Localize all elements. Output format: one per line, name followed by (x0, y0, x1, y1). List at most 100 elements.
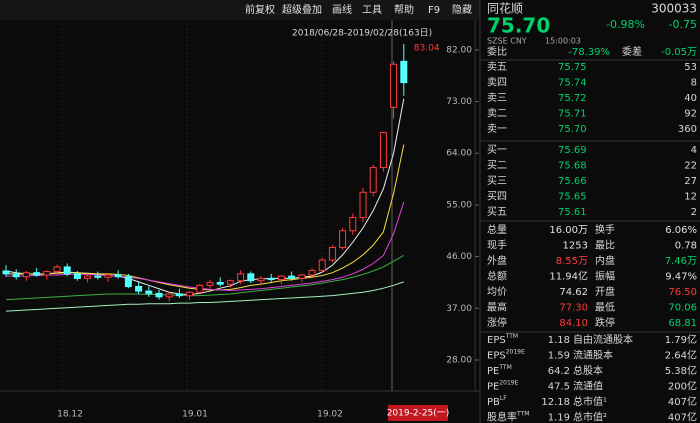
quote-text: 流通股本 (573, 349, 613, 362)
quote-text: 64.2 (548, 366, 570, 377)
quote-text: 总市值¹ (573, 395, 607, 408)
quote-text: 涨停 (487, 316, 507, 329)
quote-text: 70.06 (668, 303, 697, 314)
candle-body (135, 285, 143, 292)
date-range: 2018/06/28-2019/02/28(163日) (292, 28, 432, 39)
quote-text: 8.55万 (556, 256, 588, 267)
quote-text: 75.71 (558, 109, 587, 120)
quote-text: -78.39% (568, 47, 610, 58)
quote-text: 外盘 (487, 254, 507, 267)
quote-text: 总市值² (573, 411, 607, 423)
ma-line (6, 144, 405, 291)
quote-text: 卖五 (487, 61, 507, 73)
toolbar-button[interactable]: 隐藏 (452, 4, 472, 16)
cursor-label-box (388, 405, 448, 421)
label-sup: TTM (516, 410, 529, 417)
quote-text: -0.05万 (661, 47, 697, 58)
candle-body (277, 275, 285, 281)
label: PE (487, 382, 499, 393)
quote-text: 买一 (487, 144, 507, 156)
chart: 2018/06/28-2019/02/28(163日) 28.00 37.00 46.… (2, 20, 479, 421)
x-tick-label: 18.12 (57, 410, 83, 420)
quote-text: 卖四 (487, 77, 507, 89)
toolbar-button[interactable]: 画线 (332, 3, 352, 16)
toolbar-button[interactable]: 工具 (362, 4, 382, 16)
quote-text: 12 (684, 192, 697, 203)
quote-text: 0.78 (675, 241, 697, 252)
candle-body (288, 275, 296, 279)
candle-body (308, 269, 316, 276)
quote-text: 407亿 (668, 411, 697, 423)
quote-text: 内盘 (595, 254, 615, 267)
label: PB (487, 397, 500, 408)
quote-text: 开盘 (595, 285, 615, 298)
quote-text: 买二 (487, 160, 507, 172)
quote-text: 11.94亿 (549, 270, 588, 283)
ma-line (5, 281, 404, 312)
label: PE (487, 366, 499, 377)
candle-body (216, 281, 224, 285)
fundamental-label: EPS2019E (487, 348, 525, 362)
quote-text: 27 (684, 176, 697, 187)
candle-body (104, 274, 112, 278)
quote-text: 75.65 (558, 192, 587, 203)
candle-body (175, 293, 183, 297)
quote-text: 总量 (487, 223, 507, 236)
candle-body (257, 277, 265, 282)
candle-body (226, 280, 234, 285)
y-tick-label: 46.00 (446, 252, 472, 262)
quote-text: 75.68 (558, 161, 587, 172)
candle-body (328, 246, 336, 261)
fundamental-label: PE2019E (487, 379, 519, 393)
candle-body (298, 274, 306, 279)
quote-text: 现手 (487, 239, 507, 252)
ma-line (5, 255, 405, 301)
quote-text: 卖一 (487, 123, 507, 135)
quote-text: 卖二 (487, 108, 507, 120)
candle-body (359, 191, 367, 219)
fundamental-label: PETTM (487, 364, 512, 378)
candle-body (400, 60, 408, 84)
candle-body (84, 275, 92, 279)
candle-body (73, 273, 81, 279)
toolbar-button[interactable]: 帮助 (394, 3, 414, 16)
quote-text: 75.70 (487, 14, 550, 38)
quote-text: 最比 (595, 240, 615, 252)
label-sup: 2019E (499, 379, 518, 386)
quote-text: 同花顺 (487, 1, 523, 16)
quote-text: 75.74 (558, 78, 587, 89)
quote-text: 跌停 (595, 316, 615, 329)
quote-text: 9.47% (665, 272, 697, 283)
y-tick-label: 82.00 (446, 45, 472, 55)
quote-text: 407亿 (668, 395, 697, 408)
x-tick-label: 19.02 (317, 410, 343, 420)
toolbar-button[interactable]: 前复权 (245, 3, 275, 16)
candle-body (2, 270, 10, 275)
y-tick-label: 37.00 (446, 304, 472, 314)
label-sup: 2019E (506, 348, 525, 355)
quote-text: 75.69 (558, 145, 587, 156)
quote-text: 最高 (487, 301, 507, 314)
toolbar-button[interactable]: 超级叠加 (282, 3, 322, 16)
quote-text: 53 (684, 62, 697, 73)
quote-text: 75.72 (558, 93, 587, 104)
quote-text: 47.5 (548, 382, 570, 393)
quote-text: 76.50 (668, 287, 697, 298)
toolbar-button[interactable]: F9 (428, 5, 440, 16)
quote-text: 流通值 (573, 380, 603, 393)
quote-text: 74.62 (559, 287, 588, 298)
quote-text: SZSE CNY (487, 37, 527, 46)
candle-body (379, 132, 387, 169)
y-tick-label: 28.00 (446, 355, 472, 365)
quote-text: 1.18 (548, 335, 570, 346)
quote-text: 4 (691, 145, 697, 156)
candle-body (318, 259, 326, 271)
y-tick-label: 55.00 (446, 200, 472, 210)
label-sup: LF (500, 395, 507, 402)
y-tick-label: 73.00 (446, 97, 472, 107)
candle-body (22, 272, 30, 278)
quote-text: 振幅 (595, 270, 615, 283)
quote-text: 自由流通股本 (573, 333, 633, 346)
ma-line (6, 201, 405, 291)
